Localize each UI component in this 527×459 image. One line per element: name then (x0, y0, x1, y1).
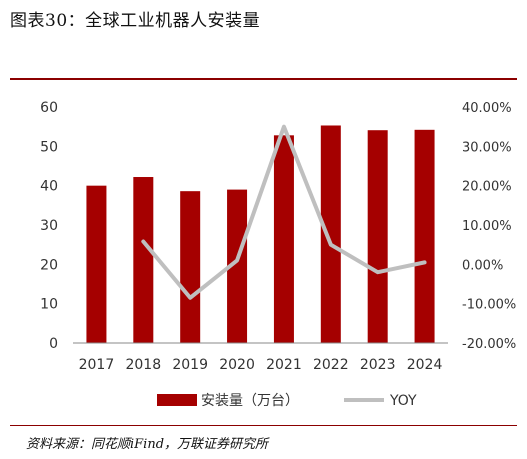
bar (320, 125, 341, 343)
legend-bar-swatch (157, 394, 197, 406)
bar (227, 189, 248, 343)
x-tick-label: 2019 (172, 357, 208, 373)
y-left-tick-label: 0 (49, 336, 58, 352)
y-left-tick-label: 30 (40, 218, 58, 234)
x-tick-label: 2020 (219, 357, 255, 373)
footer-divider (10, 425, 517, 426)
y-right-tick-label: 10.00% (462, 219, 512, 234)
chart: 0 10 20 30 40 50 60 -20.00% -10.00% 0.00% 10.00% 20… (40, 100, 516, 409)
x-tick-label: 2021 (266, 357, 302, 373)
y-right-tick-label: 20.00% (462, 180, 512, 195)
y-left-tick-label: 10 (40, 297, 58, 313)
y-left-tick-label: 60 (40, 100, 58, 116)
legend-bar-label: 安装量（万台） (201, 393, 299, 409)
x-tick-label: 2017 (79, 357, 115, 373)
title-divider (10, 78, 517, 80)
x-tick-label: 2022 (313, 357, 349, 373)
y-right-tick-label: -20.00% (462, 337, 516, 352)
y-left-tick-label: 40 (40, 179, 58, 195)
x-tick-label: 2018 (125, 357, 161, 373)
bar (414, 129, 435, 343)
source-note: 资料来源：同花顺iFind，万联证券研究所 (26, 437, 269, 452)
x-tick-label: 2023 (360, 357, 396, 373)
bar (86, 185, 107, 343)
bar (273, 135, 294, 343)
y-right-tick-label: 30.00% (462, 140, 512, 155)
y-right-tick-label: 40.00% (462, 101, 512, 116)
bar (367, 130, 388, 343)
y-left-tick-label: 50 (40, 139, 58, 155)
x-tick-label: 2024 (407, 357, 443, 373)
y-right-tick-label: -10.00% (462, 298, 516, 313)
page-title: 图表30：全球工业机器人安装量 (10, 11, 261, 31)
legend-line-label: YOY (389, 393, 417, 409)
y-left-tick-label: 20 (40, 257, 58, 273)
bar (180, 191, 201, 343)
y-right-tick-label: 0.00% (462, 258, 503, 273)
bar (133, 177, 154, 343)
